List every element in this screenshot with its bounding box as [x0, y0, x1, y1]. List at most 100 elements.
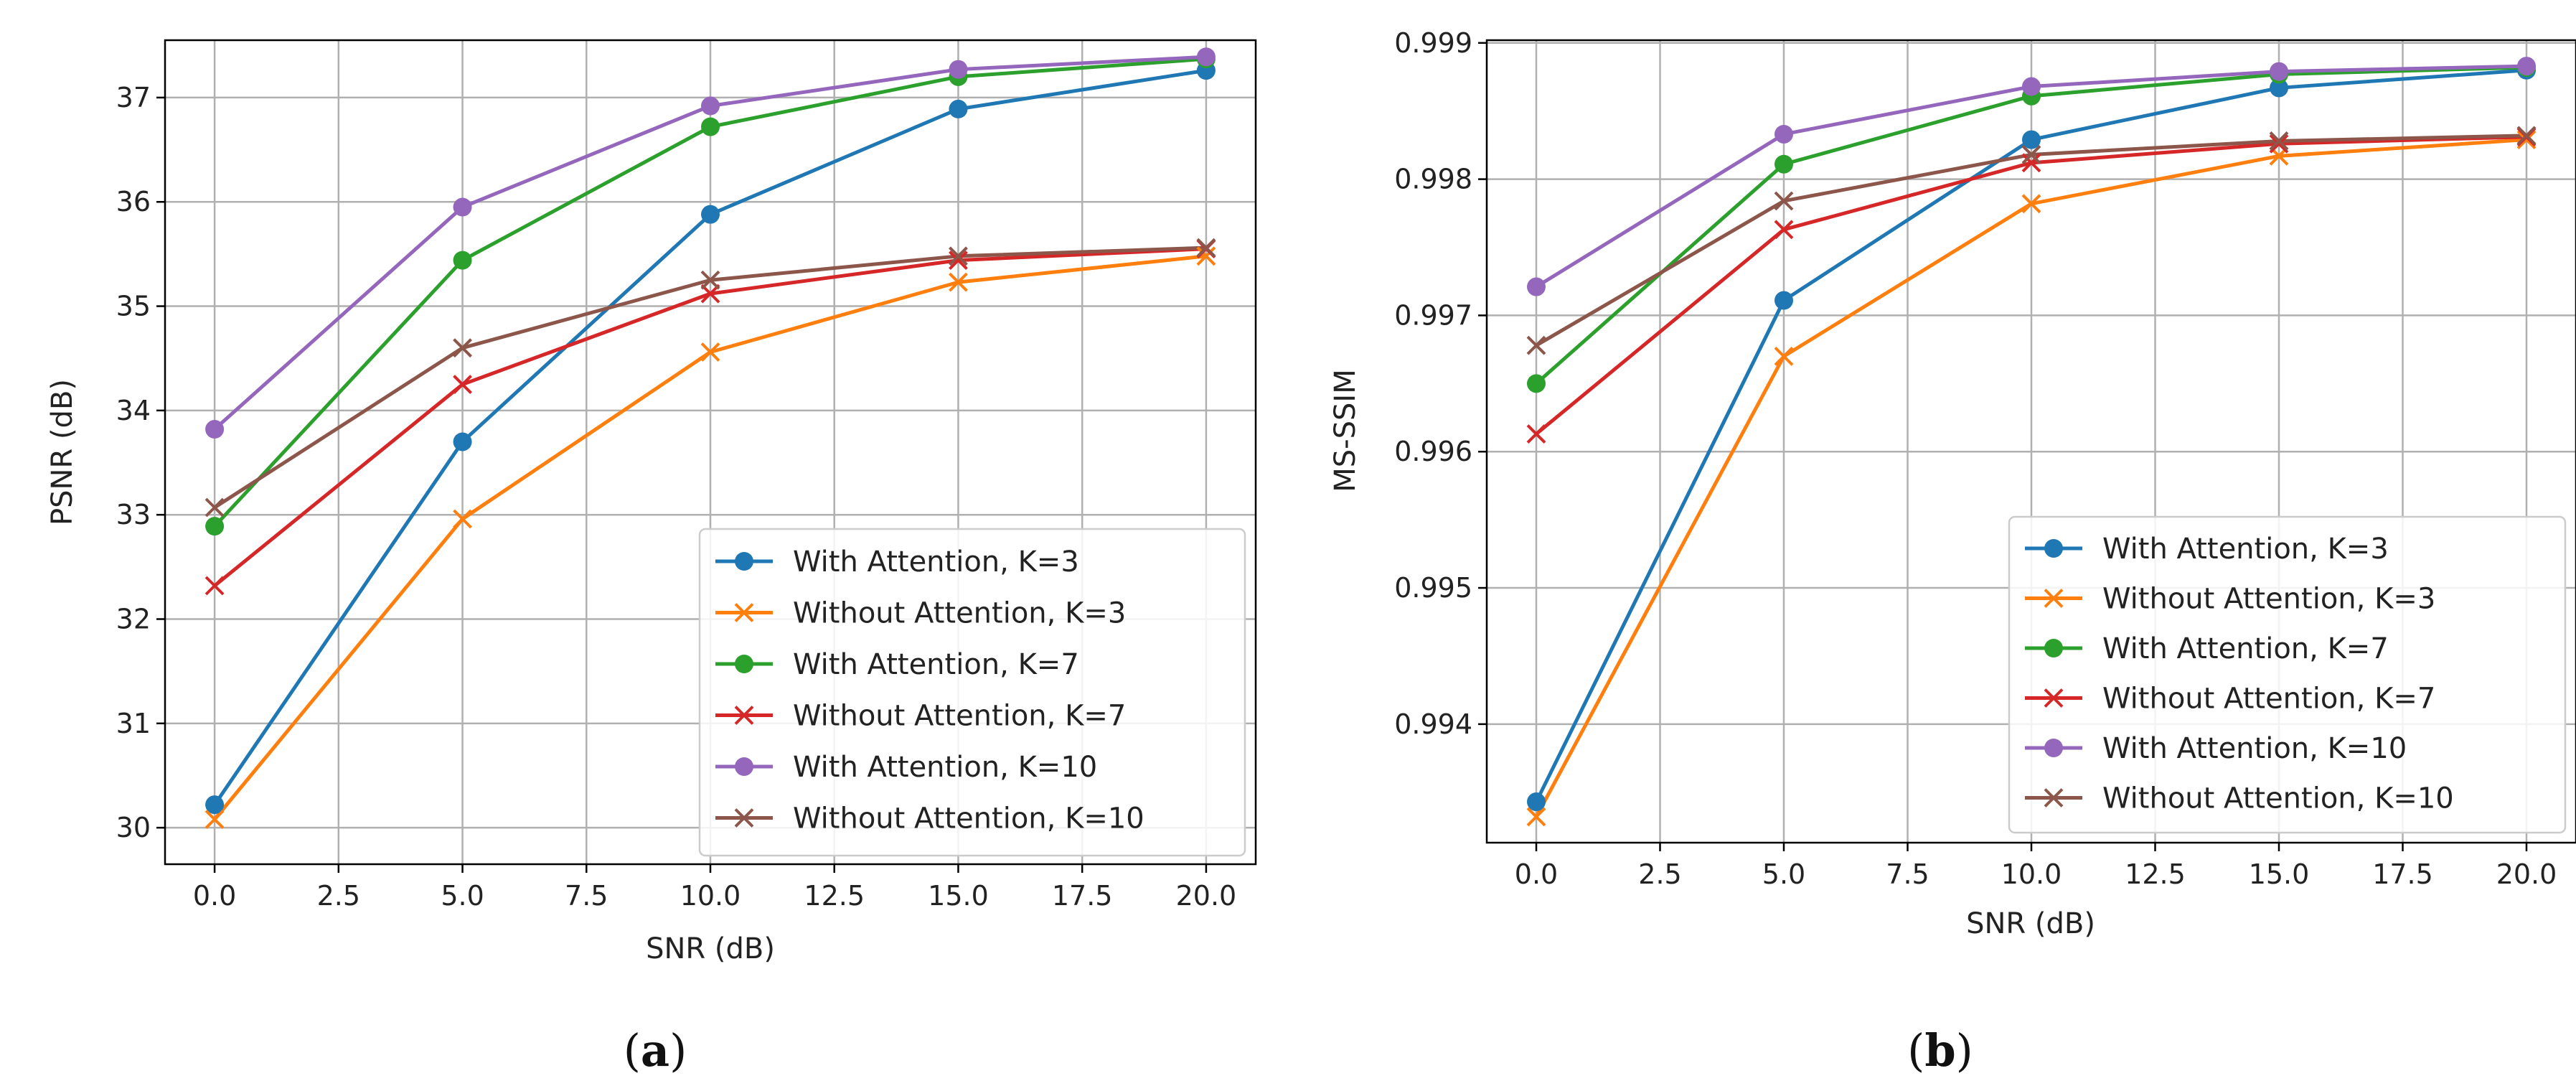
panel-a-data-point: [453, 197, 472, 217]
panel-b-data-point: [2022, 77, 2041, 96]
panel-b-legend: With Attention, K=3 Without Attention, K=…: [2008, 515, 2567, 834]
panel-a-legend-label: With Attention, K=7: [793, 648, 1079, 681]
panel-b-legend-marker: [2044, 589, 2064, 608]
panel-b-xtick-label: 0.0: [1515, 858, 1558, 890]
panel-b-data-point: [1774, 220, 1794, 240]
panel-a-ytick-label: 31: [116, 708, 151, 739]
panel-b: 0.0 2.5 5.0 7.5 10.0 12.5 15.0 17.5 20.0 0.9940.…: [1329, 27, 2576, 1077]
panel-b-xticks: 0.0 2.5 5.0 7.5 10.0 12.5 15.0 17.5 20.0: [1515, 843, 2557, 890]
panel-b-legend-marker: [2044, 788, 2064, 808]
panel-a-data-point: [453, 338, 472, 358]
panel-a-xtick-label: 2.5: [317, 880, 360, 912]
panel-a: 0.0 2.5 5.0 7.5 10.0 12.5 15.0 17.5 20.0 3031323…: [46, 39, 1257, 1077]
panel-b-frame: [1485, 39, 2576, 844]
panel-a-legend-label: With Attention, K=10: [793, 751, 1097, 784]
panel-a-legend-marker: [734, 808, 754, 828]
panel-a-ylabel: PSNR (dB): [46, 379, 79, 525]
panel-b-ytick-label: 0.997: [1394, 299, 1472, 331]
panel-a-data-point: [205, 497, 225, 518]
panel-a-markers: [205, 47, 1216, 829]
panel-a-data-point: [700, 342, 720, 362]
panel-a-xtick-label: 5.0: [441, 880, 484, 912]
panel-b-data-point: [1527, 277, 1546, 296]
panel-a-xtick-label: 15.0: [928, 880, 989, 912]
panel-a-ytick-label: 32: [116, 604, 151, 635]
panel-a-data-point: [205, 420, 225, 439]
panel-b-ytick-label: 0.998: [1394, 164, 1472, 195]
panel-a-data-point: [701, 96, 720, 116]
panel-b-data-point: [2269, 134, 2289, 154]
panel-a-data-point: [205, 517, 225, 536]
panel-b-xtick-label: 10.0: [2001, 858, 2062, 890]
panel-a-legend-marker: [735, 757, 753, 776]
panel-a-xlabel: SNR (dB): [646, 932, 775, 965]
panel-a-data-point: [453, 375, 472, 394]
panel-a-data-point: [1196, 246, 1216, 266]
panel-b-data-point: [1774, 154, 1793, 174]
panel-b-legend-label: Without Attention, K=10: [2102, 782, 2454, 815]
panel-a-data-point: [949, 251, 968, 271]
panel-a-legend-label: Without Attention, K=7: [793, 700, 1126, 733]
panel-a-data-point: [949, 60, 968, 79]
panel-a-legend-marker: [734, 706, 754, 725]
panel-a-ytick-label: 30: [116, 812, 151, 843]
panel-b-data-point: [1774, 191, 1794, 211]
panel-b-data-point: [2516, 126, 2537, 146]
panel-b-data-point: [1526, 335, 1546, 355]
panel-a-data-point: [701, 117, 720, 136]
panel-b-xtick-label: 5.0: [1762, 858, 1805, 890]
panel-b-data-point: [2270, 62, 2288, 81]
panel-b-data-point: [2021, 145, 2041, 164]
panel-b-data-point: [2517, 57, 2536, 76]
panel-a-frame: [164, 39, 1257, 866]
panel-a-data-point: [205, 795, 225, 815]
panel-b-legend-marker: [2044, 739, 2063, 757]
panel-b-data-point: [2021, 153, 2041, 173]
panel-b-xtick-label: 20.0: [2496, 858, 2557, 890]
panel-a-legend-label: Without Attention, K=10: [793, 802, 1144, 835]
panel-a-xticks: 0.0 2.5 5.0 7.5 10.0 12.5 15.0 17.5 20.0: [193, 864, 1236, 912]
panel-b-xtick-label: 2.5: [1638, 858, 1681, 890]
panel-a-legend-marker: [734, 603, 754, 622]
panel-a-xtick-label: 12.5: [804, 880, 865, 912]
panel-b-data-point: [2021, 194, 2041, 214]
panel-b-data-point: [2022, 130, 2041, 149]
panel-a-data-point: [949, 272, 968, 292]
panel-a-data-point: [700, 284, 720, 304]
panel-b-legend-marker: [2044, 639, 2063, 657]
panel-b-ytick-label: 0.994: [1394, 708, 1472, 740]
panel-a-caption: (a): [624, 1024, 687, 1077]
panel-b-xlabel: SNR (dB): [1966, 907, 2095, 940]
panel-a-data-point: [1196, 47, 1216, 67]
panel-a-data-point: [453, 432, 472, 451]
panel-a-ytick-label: 34: [116, 395, 151, 426]
panel-a-legend-box: [698, 528, 1246, 857]
panel-a-ytick-label: 36: [116, 186, 151, 217]
panel-b-caption: (b): [1907, 1024, 1973, 1077]
panel-a-data-point: [700, 270, 720, 290]
panel-a-data-point: [949, 246, 968, 266]
panel-b-legend-label: With Attention, K=3: [2102, 533, 2389, 566]
panel-b-yticks: 0.994 0.995 0.996 0.997 0.998 0.999: [1394, 27, 1487, 740]
panel-a-legend: With Attention, K=3 Without Attention, K=…: [698, 528, 1246, 857]
panel-b-markers: [1526, 57, 2537, 827]
panel-a-data-point: [1196, 238, 1216, 258]
panel-a-ytick-label: 35: [116, 291, 151, 322]
panel-a-xtick-label: 10.0: [680, 880, 741, 912]
panel-b-legend-label: Without Attention, K=7: [2102, 683, 2435, 716]
panel-b-data-point: [1527, 374, 1546, 393]
panel-a-legend-marker: [735, 552, 753, 571]
panel-a-xtick-label: 17.5: [1052, 880, 1113, 912]
panel-a-legend-marker: [735, 655, 753, 673]
panel-a-caption-letter: a: [641, 1024, 669, 1077]
panel-b-legend-marker: [2044, 539, 2063, 558]
panel-b-xtick-label: 7.5: [1886, 858, 1929, 890]
panel-a-ytick-label: 33: [116, 499, 151, 530]
panel-a-legend-label: Without Attention, K=3: [793, 597, 1126, 630]
panel-b-data-point: [2269, 131, 2289, 151]
panel-b-data-point: [1526, 807, 1546, 827]
panel-b-legend-box: [2008, 515, 2567, 834]
panel-a-data-point: [453, 509, 472, 529]
panel-b-legend-label: With Attention, K=10: [2102, 732, 2407, 765]
